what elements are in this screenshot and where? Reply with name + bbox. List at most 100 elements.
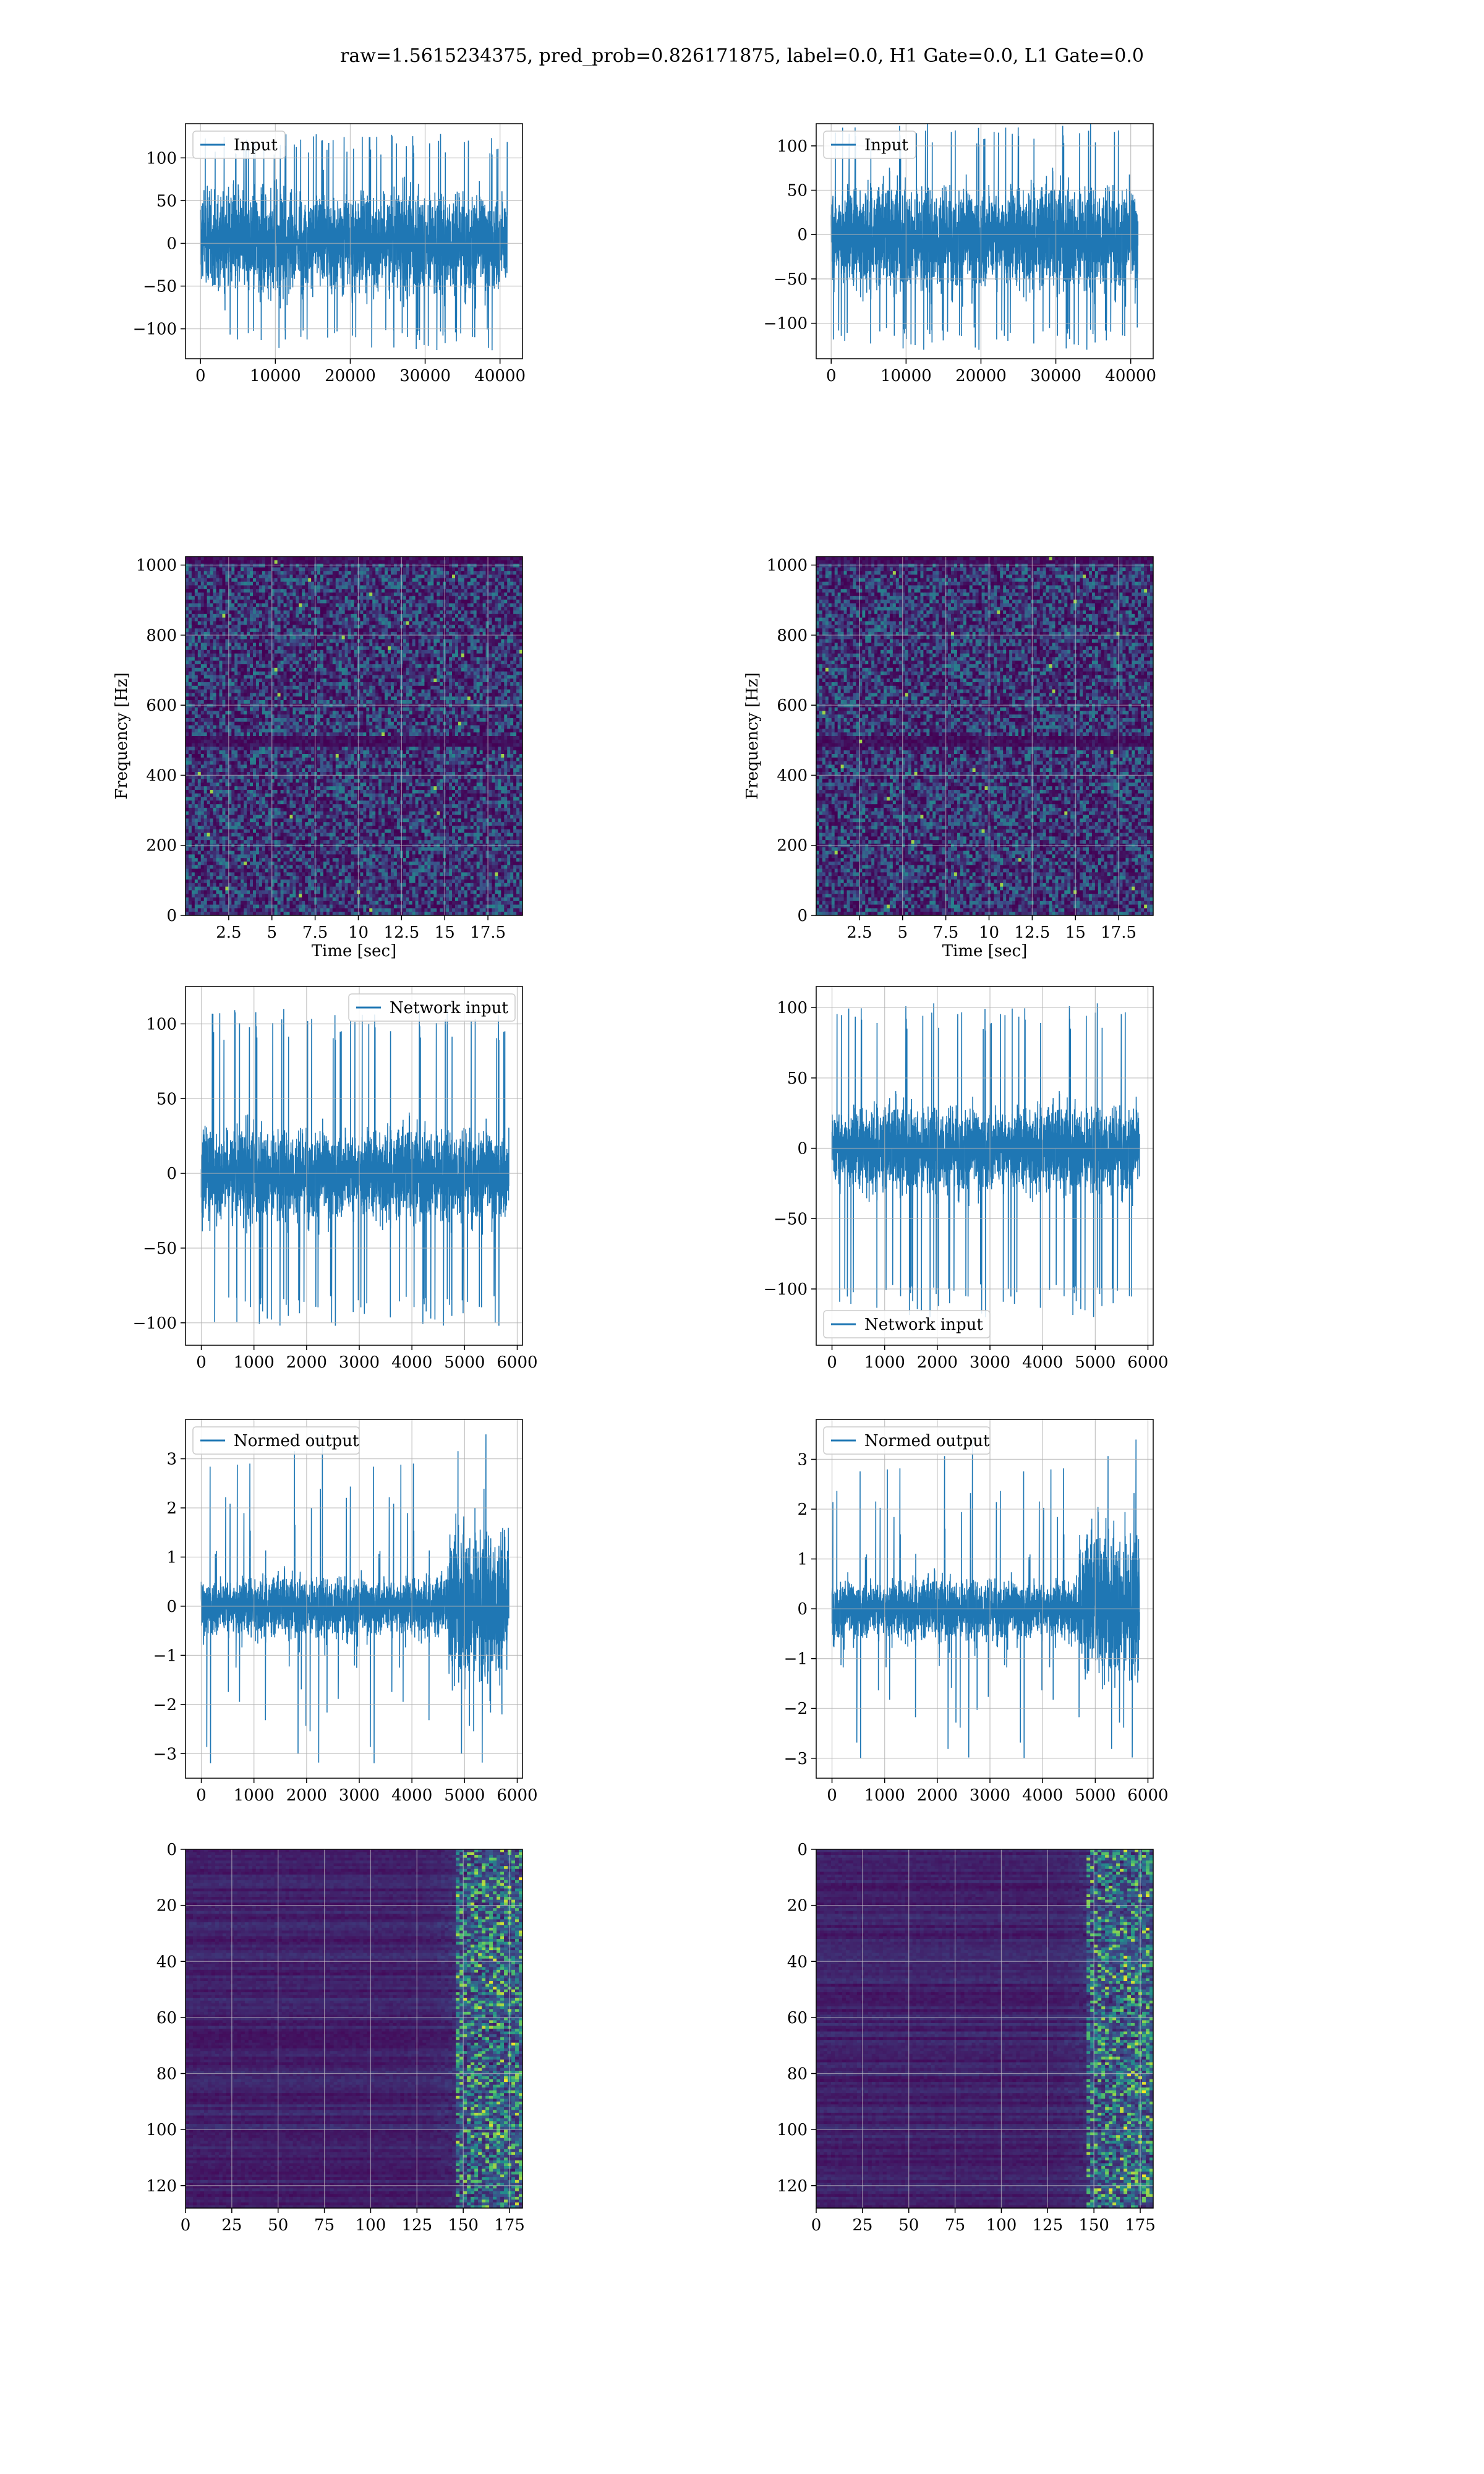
- heatmap-cell: [332, 725, 336, 729]
- heatmap-cell: [225, 567, 229, 571]
- heatmap-cell: [253, 880, 257, 884]
- heatmap-cell: [277, 793, 281, 798]
- heatmap-cell: [305, 631, 309, 636]
- heatmap-cell: [213, 628, 217, 633]
- heatmap-cell: [219, 747, 223, 751]
- heatmap-cell: [216, 625, 220, 629]
- heatmap-cell: [219, 675, 223, 679]
- heatmap-cell: [231, 815, 235, 819]
- heatmap-cell: [237, 829, 241, 834]
- heatmap-cell: [323, 818, 327, 823]
- heatmap-cell: [188, 854, 192, 858]
- heatmap-cell: [250, 593, 254, 597]
- heatmap-cell: [216, 811, 220, 816]
- heatmap-cell: [283, 836, 288, 841]
- heatmap-cell: [197, 625, 202, 629]
- heatmap-cell: [320, 703, 324, 708]
- heatmap-cell: [197, 890, 202, 894]
- heatmap-cell: [265, 772, 269, 776]
- heatmap-cell: [253, 779, 257, 783]
- heatmap-cell: [191, 707, 195, 711]
- heatmap-cell: [305, 689, 309, 693]
- heatmap-cell: [222, 575, 226, 579]
- heatmap-cell: [329, 657, 333, 661]
- heatmap-cell: [292, 850, 296, 855]
- heatmap-cell: [228, 804, 232, 808]
- heatmap-cell: [237, 768, 241, 773]
- heatmap-cell: [228, 631, 232, 636]
- heatmap-cell: [308, 793, 312, 798]
- heatmap-cell: [191, 904, 195, 909]
- heatmap-cell: [241, 714, 244, 719]
- heatmap-cell: [308, 880, 312, 884]
- heatmap-cell: [286, 750, 291, 755]
- heatmap-cell: [292, 667, 296, 672]
- heatmap-cell: [271, 908, 275, 912]
- heatmap-cell: [317, 772, 321, 776]
- heatmap-cell: [311, 575, 315, 579]
- heatmap-cell: [203, 585, 208, 589]
- heatmap-cell: [262, 858, 266, 862]
- heatmap-cell: [255, 703, 260, 708]
- heatmap-cell: [283, 682, 288, 687]
- heatmap-cell: [228, 653, 232, 657]
- heatmap-cell: [268, 761, 272, 765]
- heatmap-cell: [200, 775, 205, 780]
- heatmap-cell: [262, 790, 266, 794]
- heatmap-cell: [234, 815, 238, 819]
- heatmap-cell: [186, 628, 189, 633]
- heatmap-cell: [302, 793, 305, 798]
- heatmap-cell: [231, 768, 235, 773]
- heatmap-cell: [299, 721, 302, 726]
- heatmap-cell: [332, 840, 336, 844]
- heatmap-cell: [332, 657, 336, 661]
- heatmap-cell: [326, 894, 330, 898]
- heatmap-cell: [210, 563, 214, 568]
- heatmap-cell: [200, 675, 205, 679]
- heatmap-cell: [299, 768, 302, 773]
- heatmap-cell: [203, 836, 208, 841]
- heatmap-cell: [219, 847, 223, 852]
- heatmap-cell: [255, 847, 260, 852]
- axes-frame: [816, 123, 1154, 359]
- heatmap-cell: [332, 621, 336, 625]
- heatmap-cell: [305, 649, 309, 654]
- heatmap-cell: [305, 667, 309, 672]
- heatmap-cell: [323, 646, 327, 651]
- heatmap-cell: [302, 876, 305, 880]
- heatmap-cell: [247, 797, 250, 801]
- heatmap-cell: [314, 797, 318, 801]
- heatmap-cell: [250, 868, 254, 873]
- heatmap-cell: [197, 599, 202, 604]
- heatmap-cell: [255, 747, 260, 751]
- heatmap-cell: [225, 894, 229, 898]
- heatmap-cell: [280, 571, 284, 575]
- heatmap-cell: [219, 593, 223, 597]
- heatmap-cell: [302, 610, 305, 615]
- heatmap-cell: [213, 880, 217, 884]
- heatmap-cell: [247, 617, 250, 622]
- heatmap-cell: [305, 675, 309, 679]
- heatmap-cell: [280, 847, 284, 852]
- heatmap-cell: [280, 904, 284, 909]
- heatmap-cell: [262, 628, 266, 633]
- heatmap-cell: [255, 904, 260, 909]
- heatmap-cell: [317, 599, 321, 604]
- heatmap-cell: [237, 862, 241, 866]
- heatmap-cell: [255, 862, 260, 866]
- heatmap-cell: [241, 725, 244, 729]
- heatmap-cell: [265, 897, 269, 902]
- heatmap-cell: [262, 567, 266, 571]
- heatmap-cell: [332, 847, 336, 852]
- heatmap-cell: [188, 833, 192, 837]
- heatmap-cell: [219, 557, 223, 561]
- heatmap-cell: [258, 750, 263, 755]
- heatmap-cell: [311, 908, 315, 912]
- heatmap-cell: [296, 858, 299, 862]
- heatmap-cell: [234, 621, 238, 625]
- heatmap-cell: [194, 836, 198, 841]
- heatmap-cell: [280, 610, 284, 615]
- heatmap-cell: [265, 711, 269, 715]
- heatmap-cell: [308, 721, 312, 726]
- heatmap-cell: [255, 631, 260, 636]
